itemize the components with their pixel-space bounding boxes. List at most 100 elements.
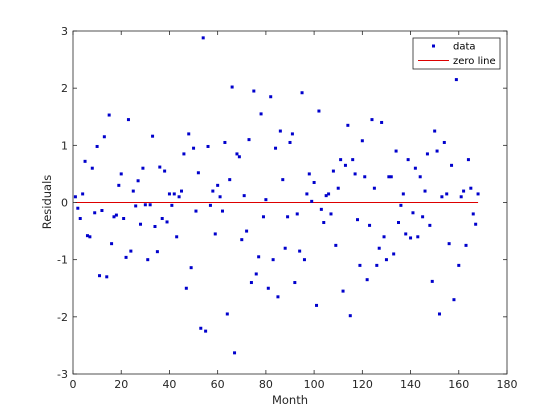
- data-point: [211, 189, 215, 193]
- data-point: [322, 221, 326, 225]
- data-point: [283, 246, 287, 250]
- data-point: [153, 225, 157, 229]
- data-point: [264, 198, 268, 202]
- data-point: [230, 85, 234, 89]
- data-point: [457, 263, 461, 267]
- data-point: [151, 134, 155, 138]
- y-tick-label: -1: [57, 254, 68, 267]
- data-point: [466, 158, 470, 162]
- data-point: [213, 232, 217, 236]
- data-point: [298, 249, 302, 253]
- x-tick-label: 0: [70, 378, 77, 391]
- data-point: [397, 221, 400, 225]
- data-point: [372, 186, 376, 190]
- data-point: [189, 266, 193, 270]
- data-point: [223, 140, 227, 144]
- data-point: [165, 220, 169, 224]
- data-point: [370, 118, 374, 122]
- data-point: [329, 212, 333, 216]
- data-point: [110, 242, 114, 246]
- data-point: [305, 192, 309, 196]
- data-point: [201, 36, 205, 40]
- x-tick-label: 140: [400, 378, 421, 391]
- data-point: [148, 203, 152, 207]
- data-point: [382, 235, 386, 239]
- x-tick-label: 20: [114, 378, 128, 391]
- data-point: [433, 129, 437, 133]
- data-point: [389, 175, 393, 179]
- data-point: [107, 113, 111, 117]
- x-tick-label: 80: [259, 378, 273, 391]
- data-point: [240, 238, 244, 242]
- data-point: [249, 281, 253, 285]
- data-point: [163, 169, 167, 173]
- data-point: [363, 175, 367, 179]
- x-tick-label: 120: [352, 378, 373, 391]
- data-point: [331, 169, 335, 173]
- data-point: [315, 303, 319, 307]
- data-point: [319, 207, 323, 211]
- data-point: [252, 89, 256, 93]
- data-point: [237, 155, 241, 159]
- data-point: [228, 178, 232, 182]
- data-point: [281, 178, 285, 182]
- data-point: [310, 199, 314, 203]
- data-point: [423, 189, 427, 193]
- data-point: [295, 212, 299, 216]
- y-tick-label: -3: [57, 368, 68, 381]
- data-point: [126, 118, 130, 122]
- legend: data zero line: [412, 37, 501, 70]
- data-point: [269, 95, 273, 99]
- y-tick-label: 0: [61, 197, 68, 210]
- data-point: [218, 195, 222, 199]
- data-point: [170, 203, 174, 207]
- legend-marker-data: [432, 44, 435, 48]
- data-point: [160, 217, 164, 221]
- data-point: [336, 186, 340, 190]
- data-point: [317, 109, 321, 113]
- data-point: [413, 166, 417, 170]
- data-point: [334, 243, 338, 247]
- data-point: [158, 165, 162, 169]
- data-point: [440, 195, 444, 199]
- data-point: [346, 123, 350, 127]
- data-point: [435, 149, 439, 153]
- data-point: [114, 213, 118, 217]
- data-point: [73, 195, 77, 199]
- data-point: [257, 255, 261, 259]
- data-point: [266, 286, 270, 290]
- data-point: [312, 180, 316, 184]
- y-tick-label: 1: [61, 139, 68, 152]
- data-point: [235, 152, 239, 156]
- y-axis-label: Residuals: [40, 175, 54, 230]
- data-point: [83, 159, 87, 163]
- data-point: [254, 272, 258, 276]
- data-point: [85, 234, 89, 238]
- data-point: [450, 163, 454, 167]
- data-point: [392, 252, 396, 256]
- data-point: [290, 132, 294, 136]
- data-point: [245, 229, 249, 233]
- data-point: [375, 263, 379, 267]
- data-point: [339, 158, 343, 162]
- data-point: [134, 204, 138, 208]
- data-point: [471, 212, 475, 216]
- data-point: [184, 286, 188, 290]
- data-point: [307, 172, 311, 176]
- data-point: [196, 171, 200, 175]
- data-point: [341, 289, 345, 293]
- data-point: [447, 242, 451, 246]
- data-point: [377, 246, 381, 250]
- data-point: [131, 189, 135, 193]
- data-point: [220, 209, 224, 213]
- data-point: [348, 314, 352, 318]
- data-point: [380, 120, 384, 124]
- data-point: [430, 279, 434, 283]
- data-point: [274, 146, 278, 150]
- data-point: [409, 236, 413, 240]
- data-point: [469, 186, 473, 190]
- data-point: [100, 209, 104, 213]
- data-point: [105, 275, 109, 279]
- data-point: [102, 135, 106, 139]
